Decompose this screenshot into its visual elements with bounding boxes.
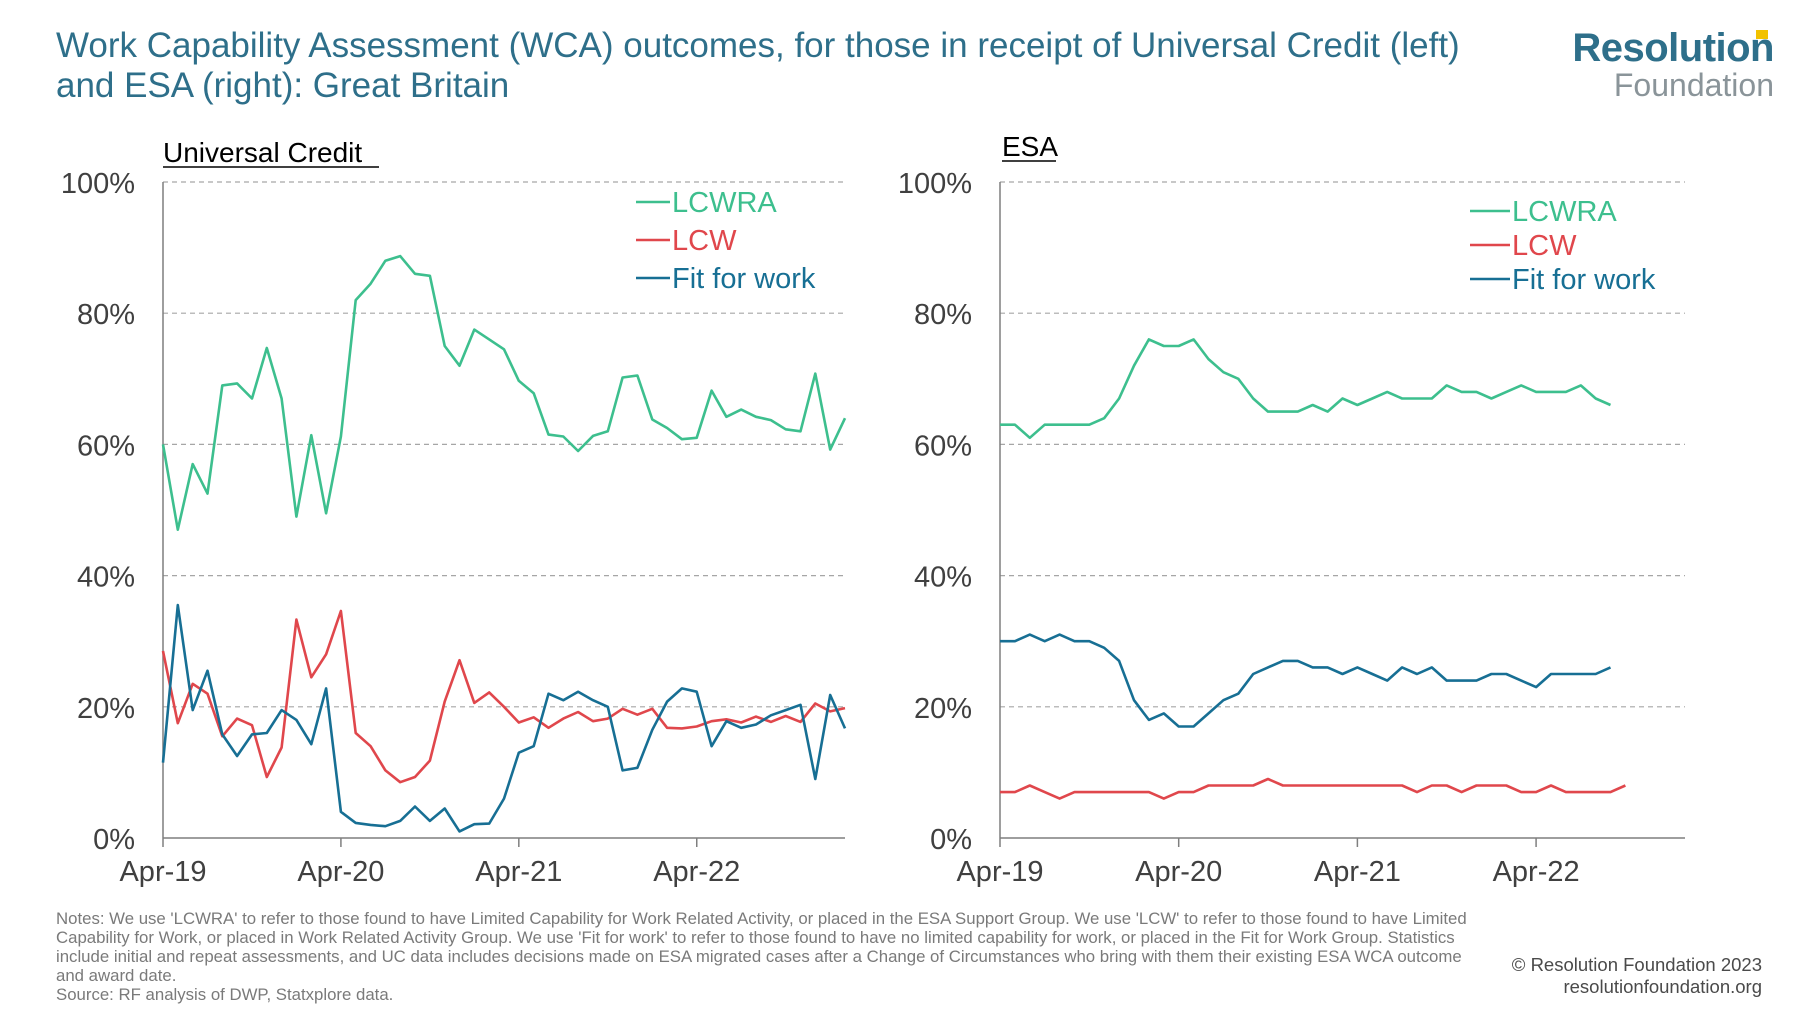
legend-label: LCW bbox=[1512, 230, 1577, 262]
legend-label: LCWRA bbox=[672, 187, 777, 219]
y-tick-label: 20% bbox=[914, 693, 972, 725]
chart-title: Work Capability Assessment (WCA) outcome… bbox=[56, 26, 1460, 105]
series-line-lcw bbox=[1000, 777, 1626, 800]
legend-label: LCWRA bbox=[1512, 196, 1617, 228]
series-line-fit-for-work bbox=[1000, 633, 1612, 728]
series-line-lcw bbox=[161, 609, 846, 784]
y-tick-label: 80% bbox=[914, 299, 972, 331]
notes-block: Notes: We use 'LCWRA' to refer to those … bbox=[56, 909, 1476, 1004]
y-tick-label: 100% bbox=[898, 168, 972, 200]
chart-panel-universal-credit: Universal Credit 0% 20% 40% 60% 80% 100% Apr-19… bbox=[61, 137, 847, 888]
y-tick-label: 0% bbox=[93, 824, 135, 856]
x-tick-label: Apr-21 bbox=[1314, 856, 1401, 888]
panel-title: ESA bbox=[1002, 131, 1058, 162]
x-tick-label: Apr-22 bbox=[1493, 856, 1580, 888]
logo-line-2: Foundation bbox=[1613, 67, 1774, 103]
x-tick-label: Apr-20 bbox=[1135, 856, 1222, 888]
chart-panel-esa: ESA 0% 20% 40% 60% 80% 100% Apr-19 Apr-20 Apr-21 A… bbox=[898, 131, 1685, 888]
y-tick-label: 40% bbox=[914, 562, 972, 594]
notes-text: Notes: We use 'LCWRA' to refer to those … bbox=[56, 909, 1467, 985]
y-tick-label: 80% bbox=[77, 299, 135, 331]
x-tick-label: Apr-22 bbox=[653, 856, 740, 888]
x-tick-label: Apr-21 bbox=[475, 856, 562, 888]
y-tick-label: 0% bbox=[930, 824, 972, 856]
copyright-block: © Resolution Foundation 2023 resolutionf… bbox=[1512, 954, 1762, 998]
website-link[interactable]: resolutionfoundation.org bbox=[1563, 976, 1762, 997]
x-tick-label: Apr-20 bbox=[297, 856, 384, 888]
y-tick-label: 40% bbox=[77, 562, 135, 594]
y-tick-label: 20% bbox=[77, 693, 135, 725]
logo-line-1: Resolution bbox=[1572, 26, 1774, 70]
y-tick-label: 60% bbox=[77, 430, 135, 462]
legend-label: Fit for work bbox=[672, 263, 816, 295]
resolution-foundation-logo: Resolution Foundation bbox=[1572, 28, 1774, 102]
copyright-text: © Resolution Foundation 2023 bbox=[1511, 954, 1762, 975]
legend-label: Fit for work bbox=[1512, 264, 1656, 296]
series-line-lcwra bbox=[1000, 338, 1612, 440]
legend-label: LCW bbox=[672, 225, 737, 257]
x-tick-label: Apr-19 bbox=[119, 856, 206, 888]
logo-accent-icon bbox=[1756, 30, 1768, 39]
panel-title: Universal Credit bbox=[163, 137, 362, 168]
y-tick-label: 100% bbox=[61, 168, 135, 200]
source-text: Source: RF analysis of DWP, Statxplore d… bbox=[56, 985, 394, 1004]
series-line-lcwra bbox=[161, 254, 847, 532]
x-tick-label: Apr-19 bbox=[956, 856, 1043, 888]
y-tick-label: 60% bbox=[914, 430, 972, 462]
series-line-fit-for-work bbox=[161, 603, 847, 833]
